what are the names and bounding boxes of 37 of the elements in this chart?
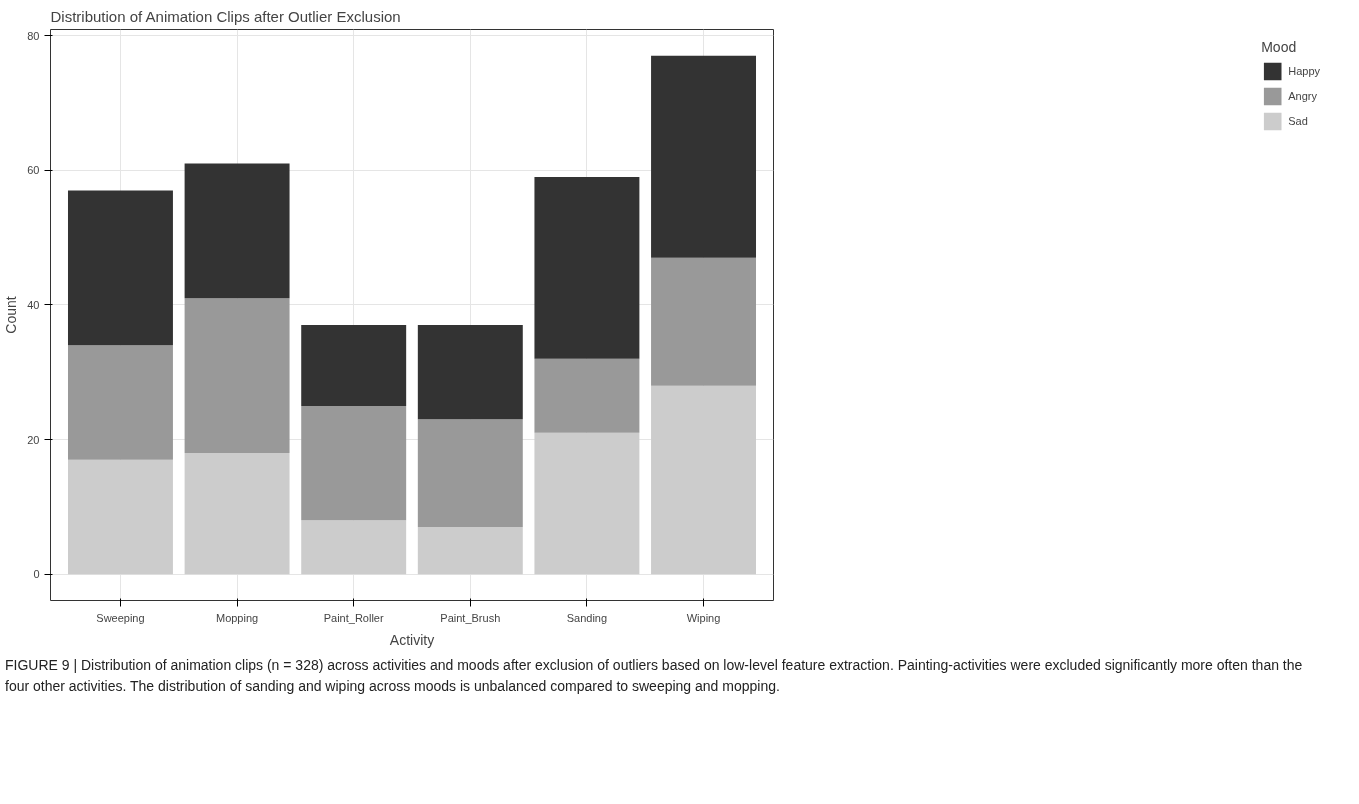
y-tick-label: 80 [27, 29, 40, 42]
bar [184, 163, 290, 299]
bar [417, 419, 523, 528]
bar [651, 257, 757, 386]
bar [417, 325, 523, 420]
y-tick-label: 60 [27, 164, 40, 177]
y-axis-title: Count [3, 296, 20, 334]
chart-title: Distribution of Animation Clips after Outlier Exclusion [50, 7, 401, 25]
bar [651, 55, 757, 258]
legend-label: Sad [1288, 115, 1309, 127]
bar [67, 459, 173, 575]
bar [67, 345, 173, 460]
y-tick-label: 0 [33, 568, 40, 581]
bar [184, 453, 290, 575]
bar [184, 298, 290, 454]
bar [301, 520, 407, 575]
legend-title: Mood [1261, 39, 1298, 55]
y-tick-label: 40 [27, 298, 40, 311]
legend-label: Angry [1288, 90, 1317, 102]
bar [651, 385, 757, 575]
x-axis-title: Activity [389, 631, 435, 648]
bar [417, 527, 523, 575]
x-tick-label: Sweeping [96, 611, 145, 624]
bar [534, 432, 640, 575]
bar [301, 325, 407, 406]
x-tick-label: Wiping [686, 611, 721, 624]
bar [67, 190, 173, 346]
bar [301, 405, 407, 521]
bar [534, 176, 640, 359]
caption: FIGURE 9 | Distribution of animation clips (n = 328) across activities and moods after exclusion of outliers based on low-level feature extraction. Painting-activities were excluded significantly more often than the four other activities. The distribution of sanding and wiping across moods is unbalanced compared to sweeping and mopping. [5, 656, 1304, 696]
x-tick-label: Mopping [215, 611, 259, 624]
x-tick-label: Paint_Brush [440, 611, 501, 624]
x-tick-label: Paint_Roller [323, 611, 384, 624]
bar [534, 358, 640, 433]
y-tick-label: 20 [27, 433, 40, 446]
x-tick-label: Sanding [566, 611, 608, 624]
legend-label: Happy [1288, 65, 1320, 77]
